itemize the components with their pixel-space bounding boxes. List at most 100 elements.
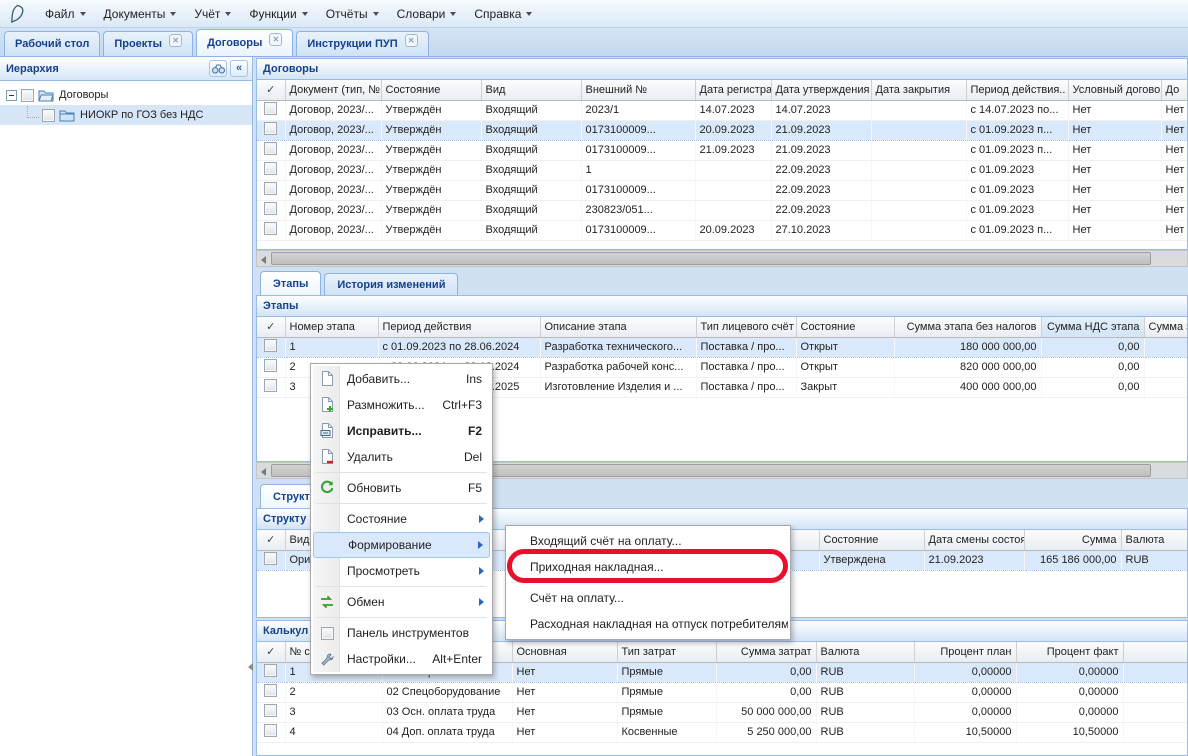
submenu-item[interactable]: Входящий счёт на оплату... [508,528,788,554]
row-checkbox[interactable] [264,202,278,215]
splitter-collapse-icon[interactable] [248,663,253,671]
context-menu-item[interactable]: Добавить... Ins [313,366,490,392]
column-header[interactable]: Дата утверждения [771,80,872,101]
column-header[interactable]: Сумма эт [1144,317,1187,338]
tab-close-icon[interactable]: ✕ [404,33,418,47]
column-header[interactable]: Условный договор [1068,80,1162,101]
table-row[interactable]: 3 03 Осн. оплата труда Нет Прямые 50 000 000… [257,702,1187,723]
context-menu-item[interactable]: Удалить Del [313,444,490,470]
context-menu-item[interactable]: Размножить... Ctrl+F3 [313,392,490,418]
tree-node[interactable]: Договоры [0,85,252,105]
column-header[interactable]: Дата закрытия [871,80,967,101]
row-checkbox[interactable] [264,102,278,115]
table-row[interactable]: 2 02 Спецоборудование Нет Прямые 0,00 RUB 0,00… [257,682,1187,703]
check-column-header[interactable]: ✓ [257,317,286,338]
scroll-left-icon[interactable] [261,468,266,476]
context-menu-item[interactable]: Просмотреть [313,558,490,584]
row-checkbox[interactable] [264,704,278,717]
column-header[interactable]: Номер этапа [285,317,379,338]
row-checkbox[interactable] [264,142,278,155]
column-header[interactable]: Сумма НДС этапа [1041,317,1145,338]
column-header[interactable]: Тип лицевого счёт [696,317,797,338]
table-row[interactable]: Договор, 2023/... Утверждён Входящий 017310… [257,220,1187,241]
column-header[interactable]: Сумма [1024,530,1122,551]
column-header[interactable]: До [1161,80,1187,101]
menubar-item[interactable]: Отчёты [317,4,388,24]
column-header[interactable]: Дата регистрации. [695,80,772,101]
submenu-item[interactable]: Расходная накладная на отпуск потребител… [508,611,788,637]
table-row[interactable]: Договор, 2023/... Утверждён Входящий 2023/1… [257,100,1187,121]
tree-checkbox[interactable] [21,88,34,102]
row-checkbox[interactable] [264,552,278,565]
context-menu-item[interactable]: Состояние [313,506,490,532]
main-tab[interactable]: Рабочий стол [4,31,101,56]
column-header[interactable]: Состояние [819,530,925,551]
scrollbar-thumb[interactable] [271,252,1151,265]
column-header[interactable]: Процент план [914,642,1017,663]
column-header[interactable]: Основная [512,642,618,663]
menubar-item[interactable]: Учёт [185,4,240,24]
tab-close-icon[interactable]: ✕ [169,33,183,47]
main-tab[interactable]: Проекты ✕ [103,31,194,56]
column-header[interactable]: Процент факт [1016,642,1124,663]
row-checkbox[interactable] [264,664,278,677]
column-header[interactable]: Описание этапа [540,317,697,338]
table-row[interactable]: Договор, 2023/... Утверждён Входящий 017310… [257,120,1187,141]
menubar-item[interactable]: Функции [240,4,316,24]
binoculars-icon[interactable] [209,60,227,77]
submenu-item[interactable]: Приходная накладная... [508,554,788,580]
column-header[interactable]: Состояние [381,80,482,101]
row-checkbox[interactable] [264,724,278,737]
menubar-item[interactable]: Справка [465,4,541,24]
table-row[interactable]: Договор, 2023/... Утверждён Входящий 017310… [257,180,1187,201]
context-menu-item[interactable]: Обмен [313,589,490,615]
column-header[interactable]: Сумма затрат [716,642,817,663]
column-header[interactable]: Внешний № [581,80,696,101]
context-menu-item[interactable]: Настройки... Alt+Enter [313,646,490,672]
tab-close-icon[interactable]: ✕ [269,32,283,46]
menubar-item[interactable]: Словари [388,4,466,24]
collapse-left-icon[interactable]: « [230,60,248,77]
tree-expander-icon[interactable] [6,89,17,101]
etapy-tab[interactable]: Этапы [260,271,322,295]
dogovory-hscrollbar[interactable] [256,250,1188,267]
row-checkbox[interactable] [264,182,278,195]
submenu-item[interactable]: Счёт на оплату... [508,585,788,611]
check-column-header[interactable]: ✓ [257,80,286,101]
row-checkbox[interactable] [264,162,278,175]
tree-node[interactable]: НИОКР по ГОЗ без НДС [0,105,252,125]
row-checkbox[interactable] [264,359,278,372]
check-column-header[interactable]: ✓ [257,642,286,663]
column-header[interactable]: Документ (тип, № [285,80,382,101]
row-checkbox[interactable] [264,684,278,697]
main-tab[interactable]: Инструкции ПУП ✕ [296,31,429,56]
table-row[interactable]: 4 04 Доп. оплата труда Нет Косвенные 5 250 0… [257,722,1187,743]
check-column-header[interactable]: ✓ [257,530,286,551]
column-header[interactable]: Вид [481,80,582,101]
scroll-left-icon[interactable] [261,256,266,264]
menubar-item[interactable]: Файл [36,4,95,24]
tree-checkbox[interactable] [42,108,55,122]
column-header[interactable] [1123,642,1187,663]
context-menu-item[interactable]: Исправить... F2 [313,418,490,444]
column-header[interactable]: Тип затрат [617,642,717,663]
row-checkbox[interactable] [264,122,278,135]
row-checkbox[interactable] [264,222,278,235]
context-menu-item[interactable]: Панель инструментов [313,620,490,646]
column-header[interactable]: Валюта [1121,530,1187,551]
column-header[interactable]: Период действия.. [966,80,1069,101]
column-header[interactable]: Валюта [816,642,915,663]
etapy-tab[interactable]: История изменений [324,273,459,295]
context-menu-item[interactable]: Формирование [313,532,490,558]
table-row[interactable]: Договор, 2023/... Утверждён Входящий 017310… [257,140,1187,161]
column-header[interactable]: Сумма этапа без налогов [894,317,1042,338]
row-checkbox[interactable] [264,379,278,392]
main-tab[interactable]: Договоры ✕ [196,29,294,56]
table-row[interactable]: Договор, 2023/... Утверждён Входящий 230823… [257,200,1187,221]
table-row[interactable]: Договор, 2023/... Утверждён Входящий 1 22.09… [257,160,1187,181]
column-header[interactable]: Период действия [378,317,541,338]
context-menu-item[interactable]: Обновить F5 [313,475,490,501]
menubar-item[interactable]: Документы [95,4,186,24]
column-header[interactable]: Дата смены состоя [924,530,1025,551]
